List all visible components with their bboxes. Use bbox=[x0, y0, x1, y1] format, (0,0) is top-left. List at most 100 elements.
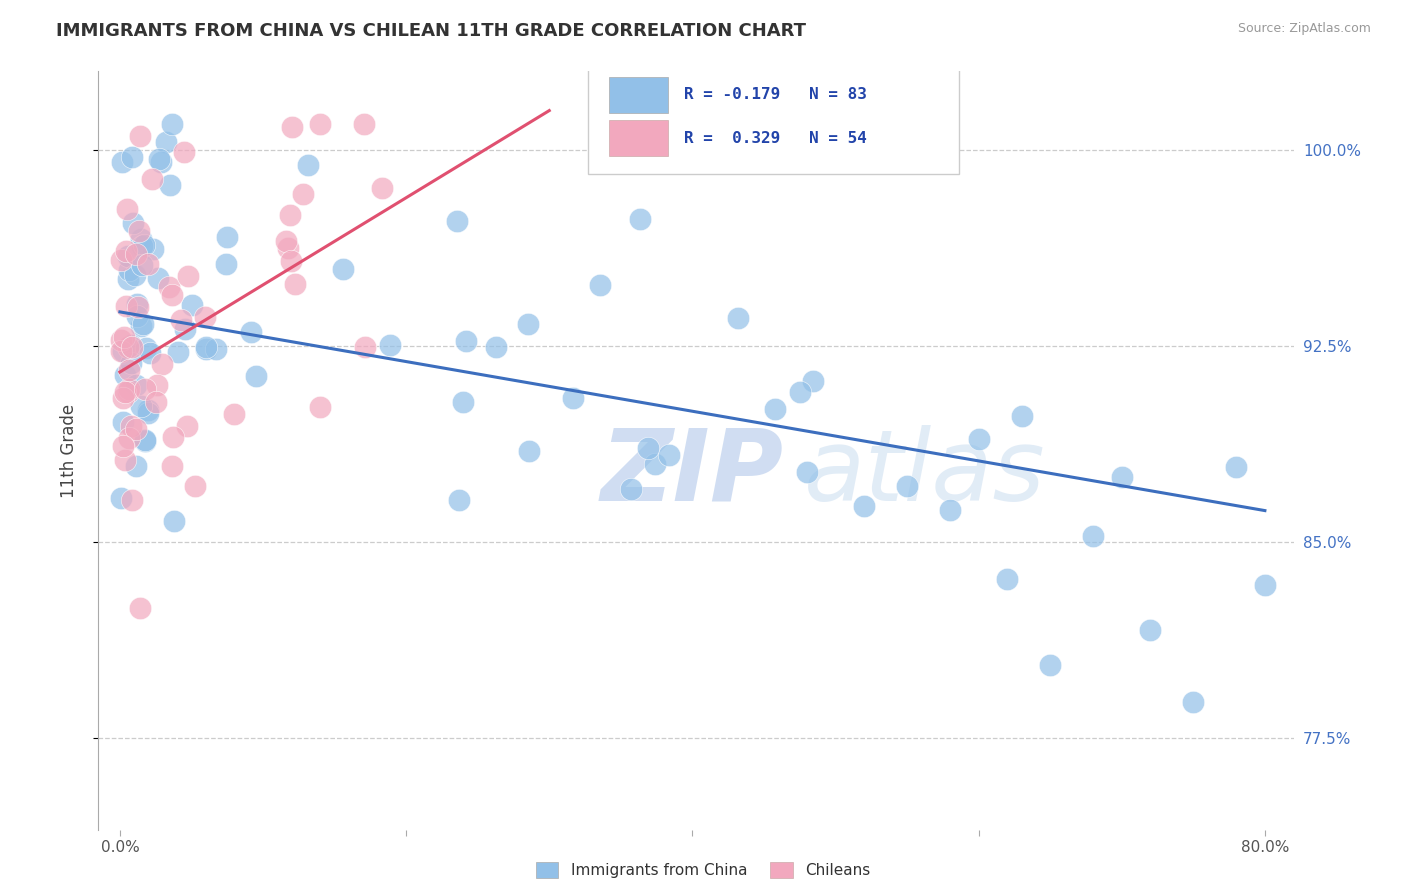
Point bbox=[145, 378, 167, 392]
Point bbox=[134, 433, 156, 447]
Point bbox=[183, 479, 205, 493]
Point bbox=[789, 385, 811, 400]
Point bbox=[118, 382, 141, 396]
Point bbox=[176, 419, 198, 434]
Point bbox=[118, 431, 141, 445]
Point bbox=[120, 356, 142, 370]
Point bbox=[125, 378, 148, 392]
Point bbox=[447, 492, 470, 507]
Bar bbox=[609, 77, 668, 113]
Point bbox=[280, 254, 302, 268]
Point bbox=[1011, 409, 1033, 424]
Point bbox=[112, 330, 135, 344]
Point bbox=[727, 311, 749, 326]
Point bbox=[129, 318, 152, 333]
Point bbox=[173, 145, 195, 160]
Point bbox=[136, 402, 159, 417]
Point bbox=[453, 394, 475, 409]
Point bbox=[121, 493, 143, 508]
Point bbox=[801, 374, 824, 388]
Point bbox=[131, 399, 153, 413]
Point bbox=[628, 212, 651, 227]
Point bbox=[163, 514, 186, 528]
Point bbox=[136, 257, 159, 271]
Point bbox=[128, 601, 150, 615]
Point bbox=[354, 340, 377, 354]
Point bbox=[117, 249, 139, 263]
Point bbox=[284, 277, 307, 291]
Point bbox=[111, 415, 134, 429]
Point bbox=[1182, 695, 1205, 709]
Point bbox=[124, 268, 146, 283]
Point bbox=[160, 287, 183, 301]
Point bbox=[117, 340, 139, 354]
Point bbox=[117, 271, 139, 285]
Point bbox=[309, 117, 332, 131]
Point bbox=[120, 419, 142, 434]
Point bbox=[194, 340, 217, 354]
Text: IMMIGRANTS FROM CHINA VS CHILEAN 11TH GRADE CORRELATION CHART: IMMIGRANTS FROM CHINA VS CHILEAN 11TH GR… bbox=[56, 22, 806, 40]
Point bbox=[896, 479, 918, 493]
Point bbox=[194, 342, 217, 356]
Text: R =  0.329   N = 54: R = 0.329 N = 54 bbox=[685, 130, 868, 145]
Point bbox=[162, 429, 184, 443]
Point bbox=[517, 443, 540, 458]
Point bbox=[111, 392, 134, 406]
Point bbox=[132, 317, 155, 331]
Point bbox=[853, 499, 876, 513]
Point bbox=[159, 178, 181, 192]
FancyBboxPatch shape bbox=[589, 64, 959, 174]
Point bbox=[245, 368, 267, 383]
Point bbox=[658, 448, 681, 462]
Point bbox=[125, 458, 148, 473]
Point bbox=[118, 363, 141, 377]
Point bbox=[1254, 578, 1277, 592]
Point bbox=[170, 313, 193, 327]
Point bbox=[204, 342, 226, 356]
Y-axis label: 11th Grade: 11th Grade bbox=[59, 403, 77, 498]
Point bbox=[110, 333, 132, 347]
Point bbox=[177, 268, 200, 283]
Point bbox=[111, 155, 134, 169]
Point bbox=[1111, 469, 1133, 483]
Point bbox=[181, 298, 204, 312]
Point bbox=[456, 334, 478, 348]
Point bbox=[125, 309, 148, 323]
Point bbox=[309, 400, 332, 414]
Point bbox=[162, 117, 184, 131]
Point bbox=[160, 458, 183, 473]
Text: Source: ZipAtlas.com: Source: ZipAtlas.com bbox=[1237, 22, 1371, 36]
Point bbox=[111, 343, 134, 358]
Point bbox=[371, 181, 394, 195]
Point bbox=[121, 150, 143, 164]
Point bbox=[110, 252, 132, 267]
Point bbox=[138, 406, 160, 420]
Point bbox=[1081, 529, 1104, 543]
Point bbox=[114, 453, 136, 467]
Point bbox=[148, 152, 170, 166]
Point bbox=[562, 392, 585, 406]
Point bbox=[939, 503, 962, 517]
Point bbox=[167, 344, 190, 359]
Point bbox=[125, 247, 148, 261]
Point bbox=[134, 382, 156, 396]
Point bbox=[117, 202, 139, 217]
Point bbox=[332, 261, 354, 276]
Point bbox=[157, 280, 180, 294]
Point bbox=[127, 301, 149, 315]
Point bbox=[215, 257, 238, 271]
Point bbox=[292, 187, 315, 202]
Point bbox=[517, 317, 540, 331]
Text: ZIP: ZIP bbox=[600, 425, 783, 522]
Point bbox=[145, 395, 167, 409]
Point bbox=[589, 277, 612, 292]
Point bbox=[620, 482, 643, 496]
Point bbox=[995, 572, 1018, 586]
Point bbox=[139, 346, 162, 360]
Point bbox=[111, 439, 134, 453]
Point bbox=[353, 117, 375, 131]
Point bbox=[114, 384, 136, 399]
Point bbox=[224, 407, 246, 421]
Point bbox=[1139, 624, 1161, 638]
Point bbox=[131, 239, 153, 253]
